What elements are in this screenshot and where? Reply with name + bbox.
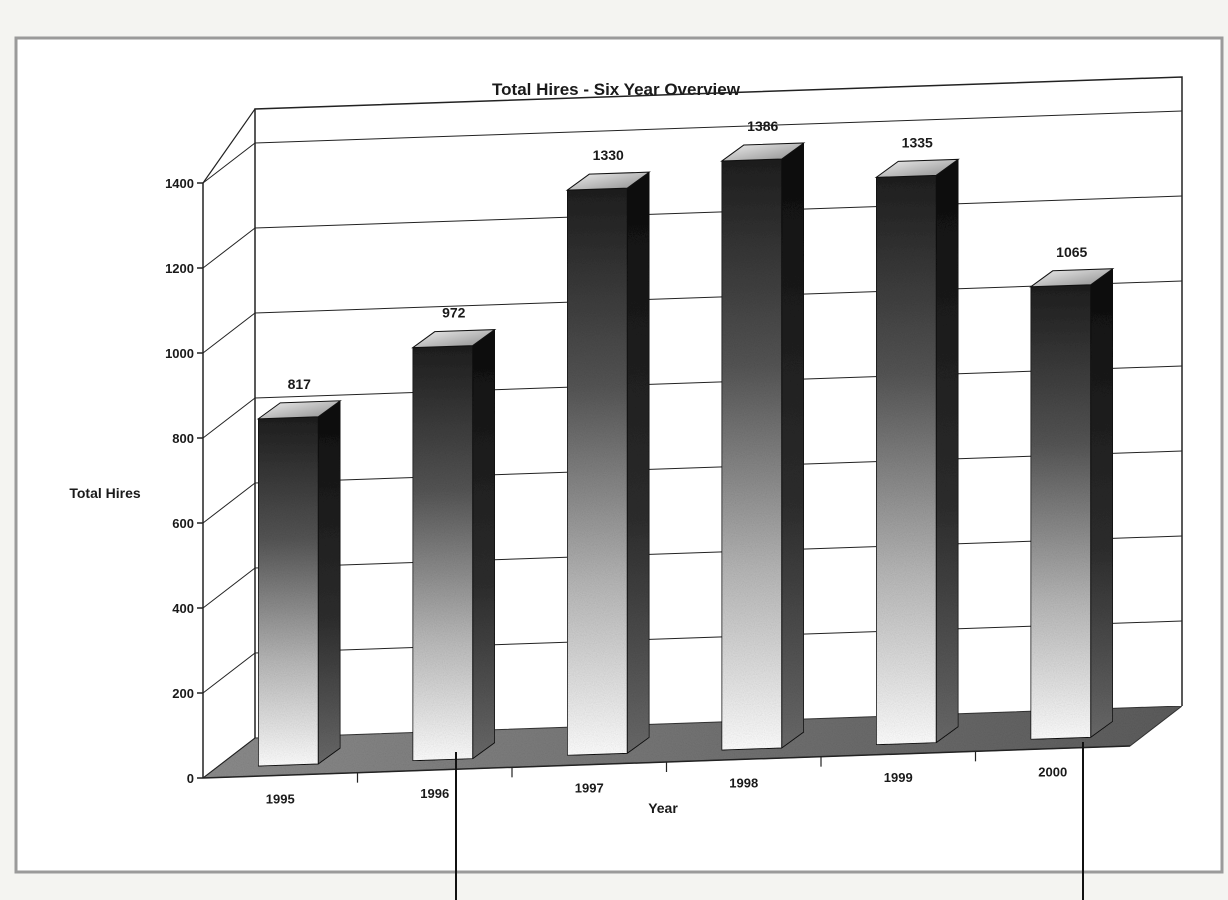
y-tick-label: 400 (172, 601, 194, 616)
gridline (254, 110, 1183, 144)
bar (720, 141, 806, 751)
gridline (254, 195, 1183, 229)
wall-depth-edge (202, 108, 256, 184)
bar-side-face (626, 171, 650, 755)
gridline (254, 365, 1183, 399)
bar-front-face (412, 345, 474, 762)
bar-top-face (565, 171, 651, 191)
data-labels: 817 972 1330 1386 1335 1065 (288, 118, 1088, 392)
data-label: 1065 (1056, 244, 1087, 260)
y-tick-label: 600 (172, 516, 194, 531)
data-label: 972 (442, 305, 466, 321)
bars (256, 141, 1115, 767)
bar (411, 328, 497, 762)
x-tick-label: 1998 (729, 775, 758, 790)
gridline-depth (202, 567, 256, 609)
y-axis: 0 200 400 600 800 1000 1200 1400 (165, 176, 204, 786)
bar-top-face (1029, 268, 1115, 288)
x-tick-label: 1997 (575, 781, 604, 796)
gridline-depth (202, 142, 256, 184)
bar-front-face (566, 187, 628, 756)
y-tick-label: 1400 (165, 176, 194, 191)
y-tick-label: 800 (172, 431, 194, 446)
data-label: 1386 (747, 118, 778, 134)
gridline-depth (202, 652, 256, 694)
bar-front-face (257, 416, 319, 767)
x-axis: 1995 1996 1997 1998 1999 2000 (202, 745, 1131, 806)
bar-top-face (720, 142, 806, 162)
bar-front-face (721, 158, 783, 751)
bar-side-face (1090, 267, 1114, 739)
bar-front-face (875, 174, 937, 746)
gridline-depth (202, 737, 256, 779)
y-axis-title: Total Hires (69, 485, 141, 501)
bar-top-face (874, 158, 960, 178)
bar (565, 171, 651, 756)
gridline-depth (202, 397, 256, 439)
y-tick-label: 200 (172, 686, 194, 701)
data-label: 1335 (902, 134, 933, 150)
bar (874, 158, 960, 746)
bar-side-face (472, 328, 496, 760)
x-tick-label: 1995 (266, 791, 295, 806)
gridline (254, 280, 1183, 314)
x-tick-label: 2000 (1038, 765, 1067, 780)
x-axis-title: Year (648, 800, 678, 816)
gridline (254, 450, 1183, 484)
y-tick-label: 1200 (165, 261, 194, 276)
back-wall-frame (254, 76, 1183, 738)
gridline-depth (202, 227, 256, 269)
bar (1029, 267, 1115, 740)
bar-side-face (317, 399, 341, 766)
bar-side-face (935, 158, 959, 744)
bar-top-face (411, 329, 497, 349)
bar-top-face (256, 400, 342, 420)
gridlines (202, 110, 1183, 779)
x-tick-label: 1996 (420, 786, 449, 801)
gridline (254, 535, 1183, 569)
y-tick-label: 0 (187, 771, 194, 786)
data-label: 817 (288, 376, 312, 392)
bar (256, 399, 342, 767)
y-tick-label: 1000 (165, 346, 194, 361)
gridline-depth (202, 482, 256, 524)
bar-side-face (781, 141, 805, 750)
gridline-depth (202, 312, 256, 354)
chart-back-wall (202, 76, 1183, 738)
bar-front-face (1030, 284, 1092, 740)
gridline (254, 620, 1183, 654)
x-tick-label: 1999 (884, 770, 913, 785)
data-label: 1330 (593, 147, 624, 163)
